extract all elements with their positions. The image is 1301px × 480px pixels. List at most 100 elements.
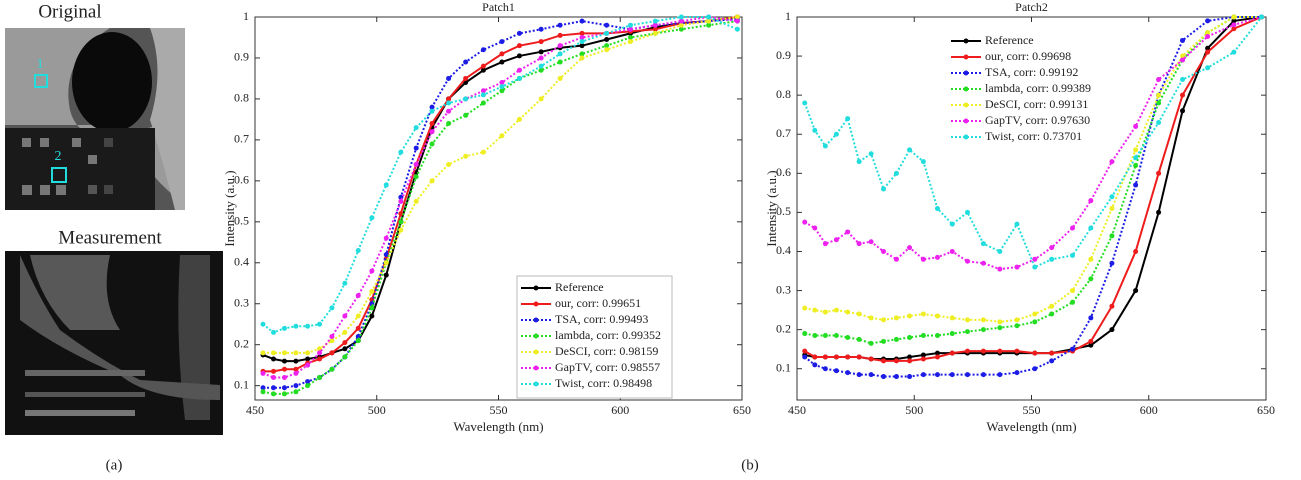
data-point [281,358,287,364]
y-tick-label: 0.5 [776,204,791,218]
data-point [398,211,404,217]
data-point [1014,317,1020,323]
legend-label: DeSCI, corr: 0.98159 [555,344,658,358]
data-point [802,100,808,106]
legend-marker [963,38,969,44]
data-point [652,18,658,24]
data-point [538,96,544,102]
y-tick-label: 0.4 [234,255,249,269]
data-point [281,366,287,372]
y-tick-label: 0.6 [776,165,791,179]
data-point [997,348,1003,354]
data-point [949,315,955,321]
data-point [997,248,1003,254]
data-point [1049,358,1055,364]
data-point [1231,22,1237,28]
data-point [557,32,563,38]
data-point [1259,14,1265,20]
data-point [413,125,419,131]
data-point [281,385,287,391]
data-point [980,260,986,266]
data-point [538,63,544,69]
data-point [934,254,940,260]
x-tick-label: 550 [490,403,508,417]
chart-title: Patch2 [1015,0,1048,14]
data-point [1205,45,1211,51]
data-point [369,268,375,274]
data-point [516,116,522,122]
original-image [5,28,185,210]
data-point [1231,18,1237,24]
data-point [1133,123,1139,129]
series-line [263,18,738,389]
data-point [1180,77,1186,83]
data-point [429,121,435,127]
data-point [398,149,404,155]
data-point [538,39,544,45]
data-point [920,311,926,317]
data-point [557,75,563,81]
data-point [868,151,874,157]
data-point [516,67,522,73]
data-point [1133,147,1139,153]
data-point [802,331,808,337]
data-point [499,80,505,86]
legend-marker [533,285,539,291]
data-point [881,374,887,380]
data-point [868,372,874,378]
data-point [652,30,658,36]
data-point [1156,77,1162,83]
data-point [845,334,851,340]
data-point [822,333,828,339]
data-point [881,317,887,323]
data-point [907,334,913,340]
data-point [480,47,486,53]
data-point [980,317,986,323]
data-point [802,305,808,311]
series-line [804,16,1262,323]
data-point [949,372,955,378]
legend-marker [533,317,539,323]
data-point [579,39,585,45]
y-tick-label: 0.2 [234,336,249,350]
data-point [317,350,323,356]
y-tick-label: 0.5 [234,214,249,228]
data-point [1156,100,1162,106]
data-point [317,374,323,380]
data-point [833,131,839,137]
data-point [355,313,361,319]
data-point [920,372,926,378]
legend-marker [963,134,969,140]
data-point [1180,57,1186,63]
data-point [413,174,419,180]
data-point [538,67,544,73]
data-point [1205,49,1211,55]
data-point [964,372,970,378]
data-point [369,215,375,221]
data-point [260,350,266,356]
data-point [271,374,277,380]
data-point [538,49,544,55]
data-point [329,350,335,356]
data-point [1014,221,1020,227]
data-point [317,356,323,362]
data-point [355,338,361,344]
data-point [812,127,818,133]
y-tick-label: 0.7 [776,126,791,140]
data-point [980,241,986,247]
data-point [1070,225,1076,231]
data-point [293,323,299,329]
x-axis-label: Wavelength (nm) [453,419,543,434]
data-point [579,51,585,57]
data-point [1156,120,1162,126]
data-point [383,182,389,188]
legend-marker [963,102,969,108]
data-point [652,22,658,28]
data-point [1088,256,1094,262]
data-point [480,67,486,73]
data-point [893,170,899,176]
data-point [413,145,419,151]
data-point [260,370,266,376]
data-point [271,350,277,356]
